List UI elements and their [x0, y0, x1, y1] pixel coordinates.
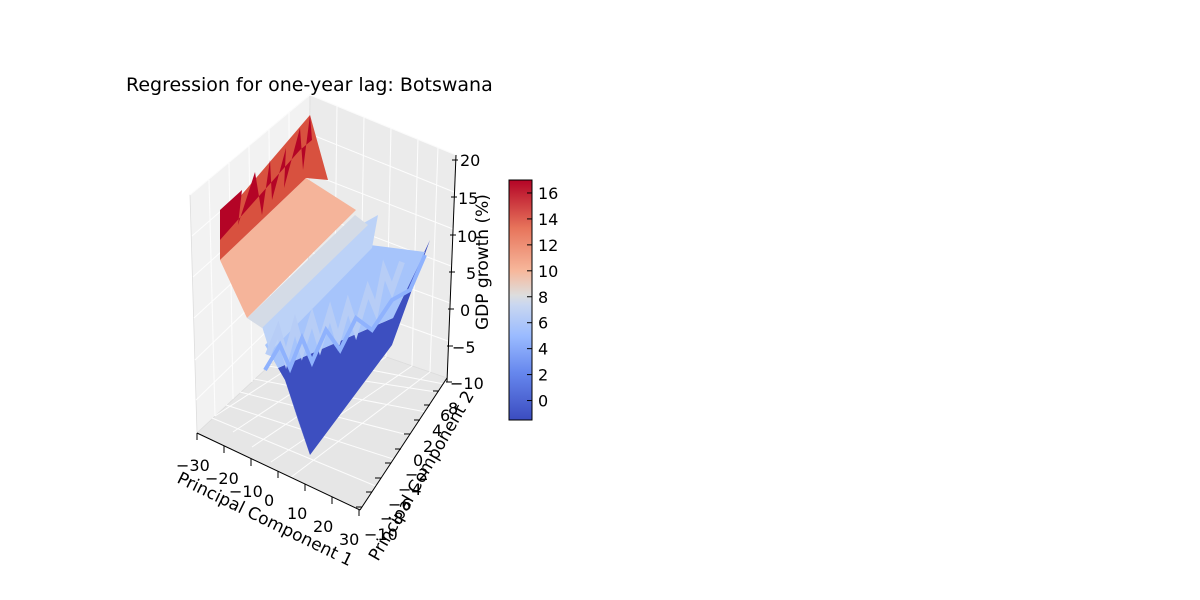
- y-tick-label: 4: [432, 421, 442, 440]
- y-tick-label: −6: [388, 495, 412, 514]
- z-tick-label: −10: [450, 374, 484, 393]
- surface-band-light-blue: [260, 215, 378, 352]
- y-tick-label: 6: [440, 406, 450, 425]
- y-tick-label: −2: [405, 465, 429, 484]
- y-tick-label: −4: [398, 480, 422, 499]
- colorbar-tick-label: 14: [538, 210, 558, 229]
- x-tick-label: −30: [176, 456, 210, 475]
- x-tick-label: 20: [313, 517, 333, 536]
- surface-jagged-edge: [265, 259, 405, 370]
- colorbar-tick-label: 10: [538, 262, 558, 281]
- colorbar-tick-label: 2: [538, 366, 548, 385]
- x-tick-label: 30: [339, 530, 359, 549]
- y-tick-label: 8: [448, 399, 458, 418]
- y-tick-label: −10: [364, 525, 398, 544]
- z-axis-label: GDP growth (%): [473, 194, 493, 330]
- colorbar-tick-label: 4: [538, 340, 548, 359]
- surface: [220, 115, 430, 455]
- colorbar-tick-label: 8: [538, 288, 548, 307]
- z-tick-label: 0: [460, 301, 470, 320]
- chart-title: Regression for one-year lag: Botswana: [126, 74, 493, 96]
- y-tick-label: −8: [380, 509, 404, 528]
- surface-band-salmon: [220, 178, 356, 318]
- z-axis: 20 15 10 5 0 −5 −10 GDP growth (%): [446, 151, 493, 393]
- z-tick-label: 10: [457, 227, 477, 246]
- colorbar-tick-label: 12: [538, 236, 558, 255]
- surface-band-light-grey: [247, 215, 368, 328]
- y-tick-label: 0: [413, 451, 423, 470]
- z-tick-label: −5: [452, 338, 476, 357]
- z-tick-label: 20: [460, 151, 480, 170]
- colorbar-tick-label: 6: [538, 314, 548, 333]
- surface-band-dark-blue: [278, 240, 430, 455]
- z-tick-label: 5: [466, 264, 476, 283]
- colorbar-tick-label: 16: [538, 184, 558, 203]
- colorbar-gradient: [508, 179, 533, 421]
- colorbar-ticks: 0 2 4 6 8 10 12 14 16: [527, 184, 558, 411]
- x-tick-label: −10: [229, 482, 263, 501]
- z-tick-label: 15: [458, 189, 478, 208]
- surface-jagged-edge-2: [263, 254, 427, 374]
- surface-band-dark-blue-facet: [285, 380, 310, 455]
- surface-band-top-red: [220, 115, 312, 240]
- x-tick-label: 0: [264, 491, 274, 510]
- x-tick-label: 10: [287, 504, 307, 523]
- colorbar: 0 2 4 6 8 10 12 14 16: [508, 179, 558, 421]
- y-tick-label: 2: [423, 437, 433, 456]
- x-tick-label: −20: [205, 469, 239, 488]
- colorbar-tick-label: 0: [538, 392, 548, 411]
